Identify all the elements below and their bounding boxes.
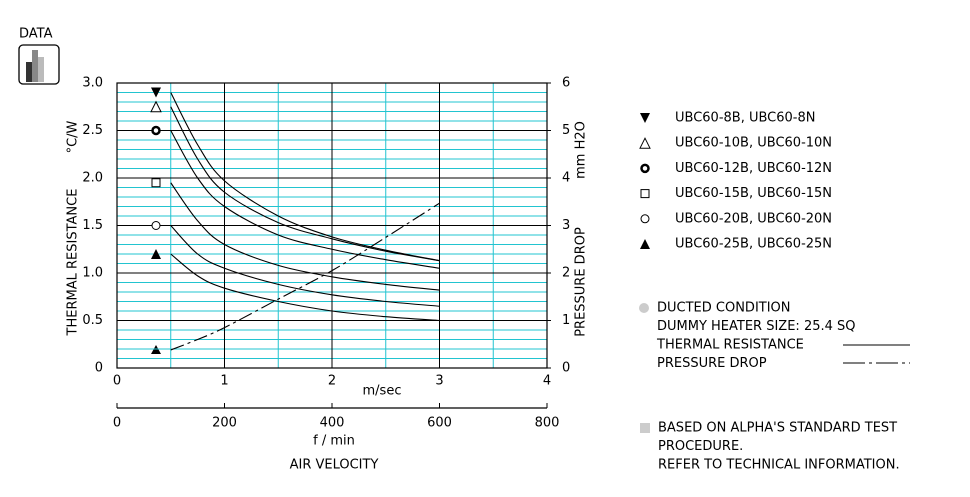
y2-axis-label: PRESSURE DROP bbox=[574, 227, 589, 337]
x2-tick-label: 600 bbox=[427, 416, 452, 431]
y-tick-label: 0 bbox=[95, 361, 103, 376]
y-axis-label: THERMAL RESISTANCE bbox=[66, 189, 81, 337]
axis-title: AIR VELOCITY bbox=[290, 458, 379, 473]
plot-frame bbox=[116, 82, 548, 369]
note-bullet bbox=[639, 303, 649, 313]
note: THERMAL RESISTANCE bbox=[656, 338, 804, 353]
series-line bbox=[170, 225, 440, 307]
y-tick-label: 2.5 bbox=[82, 123, 103, 138]
legend-marker bbox=[639, 137, 651, 149]
footnote: REFER TO TECHNICAL INFORMATION. bbox=[658, 458, 900, 473]
note: DUCTED CONDITION bbox=[657, 301, 791, 316]
y-axis-unit: °C/W bbox=[66, 120, 81, 153]
series-line bbox=[170, 182, 440, 291]
y-tick-label: 1.5 bbox=[82, 218, 103, 233]
legend-label: UBC60-20B, UBC60-20N bbox=[675, 211, 832, 226]
y2-axis-unit: mm H2O bbox=[574, 121, 589, 179]
x-tick-label: 4 bbox=[543, 374, 551, 389]
y-tick-label: 2.0 bbox=[82, 171, 103, 186]
x2-tick-label: 800 bbox=[535, 416, 560, 431]
legend-label: UBC60-15B, UBC60-15N bbox=[675, 186, 832, 201]
note: PRESSURE DROP bbox=[657, 356, 767, 371]
y2-tick-label: 5 bbox=[562, 123, 570, 138]
x-tick-label: 0 bbox=[113, 374, 121, 389]
x2-tick-label: 200 bbox=[212, 416, 237, 431]
x2-tick-label: 400 bbox=[320, 416, 345, 431]
legend-marker bbox=[640, 239, 650, 249]
x-tick-label: 1 bbox=[220, 374, 228, 389]
series-marker bbox=[151, 221, 161, 230]
icon-label: DATA bbox=[19, 27, 53, 42]
y-tick-label: 1.0 bbox=[82, 266, 103, 281]
series-marker bbox=[151, 178, 161, 188]
y2-tick-label: 0 bbox=[562, 361, 570, 376]
footnote: BASED ON ALPHA'S STANDARD TEST bbox=[658, 421, 897, 436]
series-marker bbox=[151, 87, 161, 98]
legend-marker bbox=[640, 214, 650, 224]
y2-tick-label: 2 bbox=[562, 266, 570, 281]
legend-label: UBC60-10B, UBC60-10N bbox=[675, 136, 832, 151]
series-line bbox=[170, 202, 440, 351]
footnote-bullet bbox=[640, 423, 650, 433]
x-tick-label: 3 bbox=[435, 374, 443, 389]
series-marker bbox=[151, 125, 161, 136]
x2-axis-label: f / min bbox=[313, 434, 355, 449]
y-tick-label: 3.0 bbox=[82, 76, 103, 91]
y2-tick-label: 4 bbox=[562, 171, 570, 186]
y2-tick-label: 3 bbox=[562, 218, 570, 233]
series-line bbox=[170, 253, 440, 322]
data-icon bbox=[18, 44, 60, 85]
series-marker bbox=[151, 249, 161, 259]
legend-label: UBC60-12B, UBC60-12N bbox=[675, 161, 832, 176]
series-line bbox=[170, 106, 440, 262]
y2-tick-label: 6 bbox=[562, 76, 570, 91]
legend-label: UBC60-25B, UBC60-25N bbox=[675, 237, 832, 252]
x-axis-label: m/sec bbox=[363, 384, 402, 399]
legend-marker bbox=[640, 189, 650, 199]
x2-tick-label: 0 bbox=[113, 416, 121, 431]
y-tick-label: 0.5 bbox=[82, 313, 103, 328]
y2-tick-label: 1 bbox=[562, 313, 570, 328]
series-line bbox=[170, 92, 440, 262]
series-line bbox=[170, 130, 440, 269]
legend-marker bbox=[640, 163, 650, 174]
legend-label: UBC60-8B, UBC60-8N bbox=[675, 111, 815, 126]
note: DUMMY HEATER SIZE: 25.4 SQ bbox=[657, 319, 856, 334]
x-tick-label: 2 bbox=[328, 374, 336, 389]
footnote: PROCEDURE. bbox=[658, 439, 743, 454]
legend-marker bbox=[640, 113, 650, 123]
series-marker bbox=[150, 100, 162, 113]
